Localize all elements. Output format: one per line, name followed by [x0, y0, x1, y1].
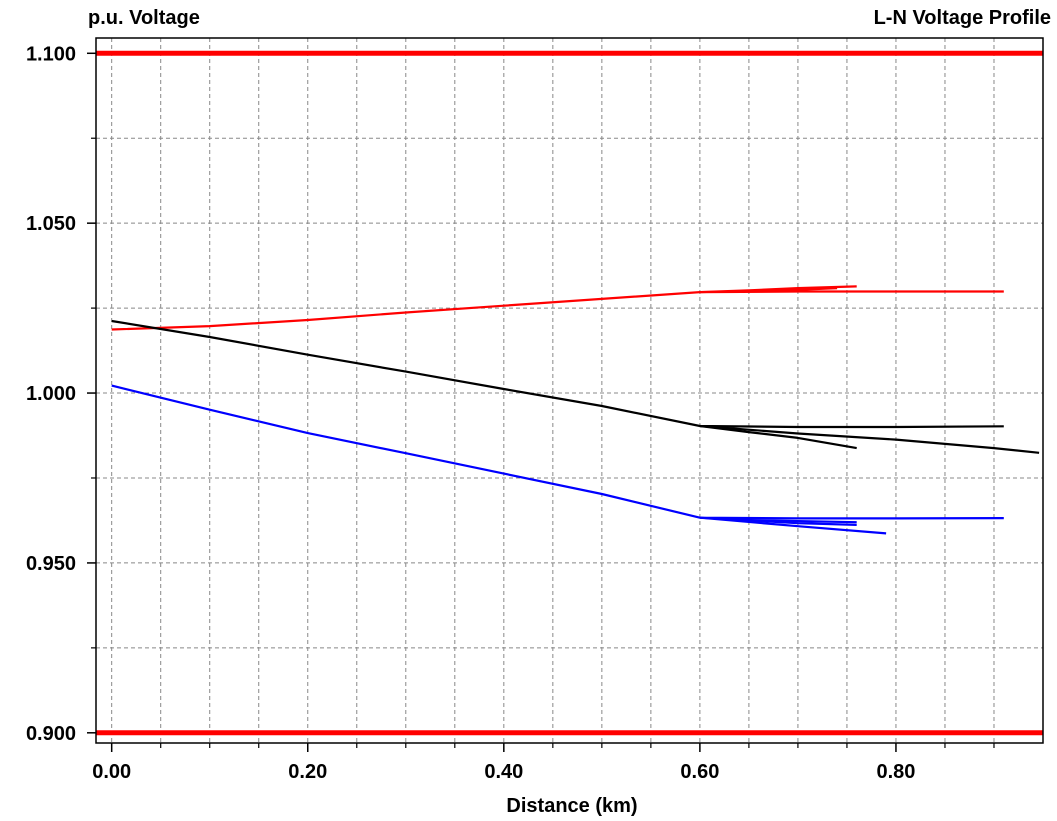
chart-title: L-N Voltage Profile: [874, 7, 1051, 29]
y-tick-label: 1.100: [26, 43, 76, 65]
series-line: [699, 424, 1040, 454]
grid: [96, 38, 1043, 743]
series-2: [111, 384, 1004, 535]
y-tick-label: 1.000: [26, 383, 76, 405]
x-tick-label: 0.40: [484, 761, 523, 783]
series-line: [111, 290, 1004, 331]
series-line: [739, 518, 857, 524]
x-tick-label: 0.60: [680, 761, 719, 783]
series-0: [111, 285, 1004, 331]
plot-frame: [95, 37, 1044, 744]
series-line: [748, 287, 838, 293]
limit-lines: [96, 50, 1043, 736]
axis-ticks: 0.00 0.20 0.40 0.60 0.80 0.900 0.950 1.000 1.050…: [26, 43, 995, 783]
series-1: [111, 319, 1040, 454]
y-tick-label: 0.950: [26, 553, 76, 575]
series-line: [111, 384, 1004, 520]
x-axis-label: Distance (km): [506, 795, 637, 817]
y-tick-label: 1.050: [26, 213, 76, 235]
y-tick-label: 0.900: [26, 723, 76, 745]
series-line: [699, 424, 857, 450]
x-tick-label: 0.80: [876, 761, 915, 783]
x-tick-label: 0.20: [288, 761, 327, 783]
series-line: [699, 285, 857, 294]
series-group: [111, 285, 1040, 535]
series-line: [111, 319, 1004, 429]
x-tick-label: 0.00: [92, 761, 131, 783]
series-line: [699, 516, 857, 526]
y-axis-label: p.u. Voltage: [88, 7, 200, 29]
